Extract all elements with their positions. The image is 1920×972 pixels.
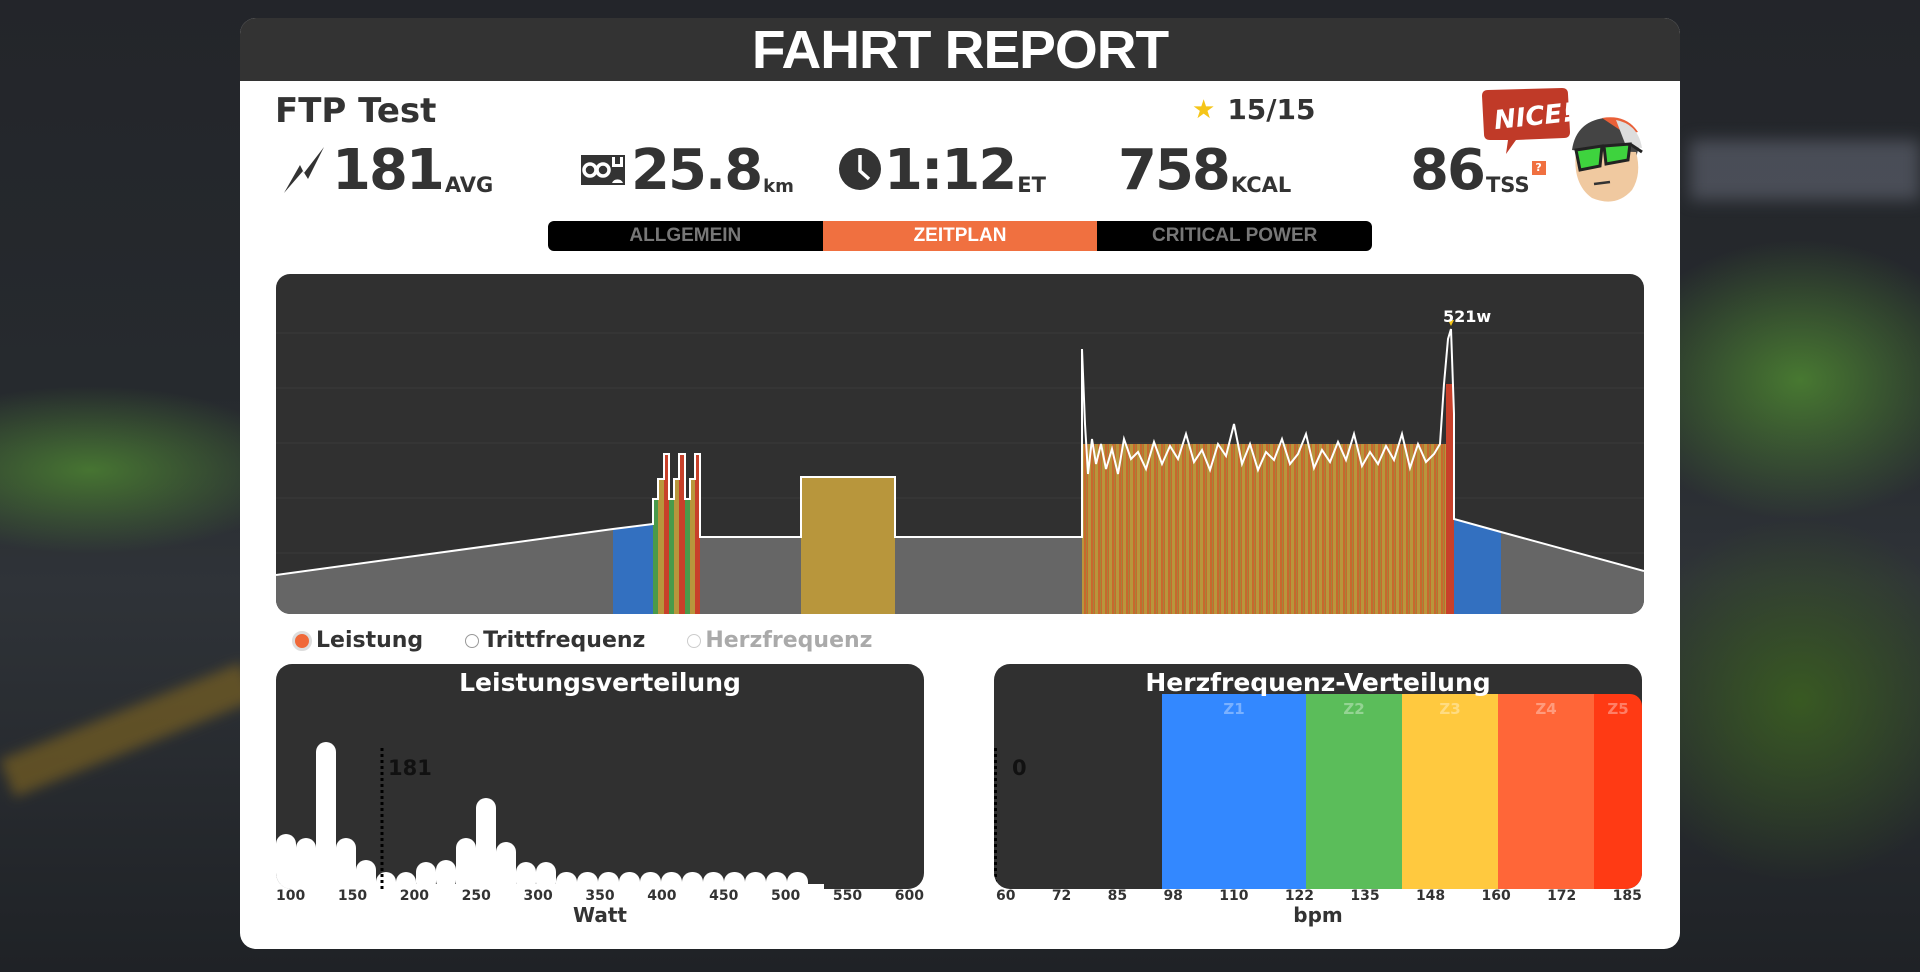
star-count: 15/15 [1227, 93, 1316, 126]
star-rating: ★ 15/15 [1192, 93, 1315, 126]
tick: 148 [1415, 888, 1446, 904]
tick: 135 [1350, 888, 1380, 904]
hr-zone-z2: Z2 [1306, 694, 1402, 889]
power-x-axis: 100 150 200 250 300 350 400 450 500 550 … [276, 888, 924, 904]
power-distribution-title: Leistungsverteilung [459, 668, 741, 697]
tick: 98 [1163, 888, 1183, 904]
hr-avg-line [994, 748, 997, 889]
radio-leistung-label: Leistung [316, 628, 424, 653]
star-icon: ★ [1192, 94, 1216, 125]
report-tabs: ALLGEMEIN ZEITPLAN CRITICAL POWER [548, 221, 1372, 251]
elapsed-time-unit: ET [1017, 173, 1046, 197]
radio-herzfrequenz-label: Herzfrequenz [705, 628, 873, 653]
tick: 300 [523, 888, 553, 904]
odometer-icon [581, 153, 625, 191]
avg-power-value: 181 [332, 138, 445, 203]
tab-zeitplan[interactable]: ZEITPLAN [822, 221, 1098, 251]
ride-report-panel: FAHRT REPORT FTP Test ★ 15/15 181 AVG 25… [240, 18, 1680, 949]
tick: 122 [1284, 888, 1315, 904]
tick: 250 [461, 888, 491, 904]
hr-distribution-chart: Herzfrequenz-Verteilung Z1 Z2 Z3 Z4 Z5 0 [994, 664, 1642, 889]
power-histogram [276, 742, 824, 889]
metric-selector: Leistung Trittfrequenz Herzfrequenz [292, 628, 872, 653]
tick: 500 [771, 888, 801, 904]
lightning-icon [282, 145, 326, 199]
calories-stat: 758 KCAL [1118, 143, 1291, 199]
radio-disabled-icon [687, 633, 702, 648]
tick: 450 [709, 888, 739, 904]
tick: 60 [996, 888, 1016, 904]
report-header: FAHRT REPORT [240, 18, 1680, 81]
hr-zone-z4: Z4 [1498, 694, 1594, 889]
tick: 350 [585, 888, 615, 904]
tick: 160 [1481, 888, 1511, 904]
background-road-line [0, 662, 257, 798]
radio-trittfrequenz-label: Trittfrequenz [483, 628, 646, 653]
hr-zone-z3: Z3 [1402, 694, 1498, 889]
tick: 150 [337, 888, 368, 904]
elapsed-time-stat: 1:12 ET [838, 143, 1046, 199]
tick: 400 [647, 888, 677, 904]
tick: 85 [1107, 888, 1128, 904]
hr-avg-label: 0 [1012, 756, 1027, 780]
tick: 100 [276, 888, 306, 904]
radio-selected-icon [292, 630, 312, 651]
power-timeline-graph [276, 320, 1644, 614]
radio-unselected-icon [465, 633, 480, 648]
hr-distribution-title: Herzfrequenz-Verteilung [1145, 668, 1491, 697]
power-distribution-chart: Leistungsverteilung [276, 664, 924, 889]
tss-stat: 86 TSS ? [1410, 143, 1546, 199]
hr-zone-z1: Z1 [1162, 694, 1306, 889]
distance-stat: 25.8 km [581, 143, 794, 199]
calories-value: 758 [1118, 138, 1231, 203]
tick: 185 [1612, 888, 1642, 904]
hr-zone-z5: Z5 [1594, 694, 1642, 889]
tab-allgemein[interactable]: ALLGEMEIN [629, 225, 742, 246]
avg-power-stat: 181 AVG [282, 143, 493, 199]
tick: 172 [1547, 888, 1577, 904]
hr-zone-bands: Z1 Z2 Z3 Z4 Z5 [1162, 694, 1642, 889]
tab-critical-power[interactable]: CRITICAL POWER [1151, 225, 1318, 246]
tss-value: 86 [1410, 138, 1486, 203]
tick: 110 [1219, 888, 1249, 904]
tick: 600 [894, 888, 924, 904]
mascot-avatar: NICE! [1476, 88, 1646, 208]
avg-power-unit: AVG [444, 173, 494, 197]
radio-trittfrequenz[interactable]: Trittfrequenz [465, 628, 645, 653]
clock-icon [838, 147, 882, 195]
tick: 200 [399, 888, 429, 904]
max-power-label: 521w [1443, 307, 1492, 326]
report-title: FAHRT REPORT [751, 19, 1169, 80]
radio-leistung[interactable]: Leistung [292, 628, 423, 653]
power-avg-label: 181 [388, 756, 432, 780]
workout-name: FTP Test [275, 91, 437, 131]
distance-unit: km [763, 176, 794, 197]
tick: 550 [832, 888, 863, 904]
hr-x-axis: 60 72 85 98 110 122 135 148 160 172 185 [996, 888, 1642, 904]
elapsed-time-value: 1:12 [884, 138, 1017, 203]
power-timeline-chart[interactable]: 521w [276, 274, 1644, 614]
hr-x-axis-label: bpm [1293, 903, 1343, 927]
tss-help-button[interactable]: ? [1531, 161, 1546, 175]
power-x-axis-label: Watt [573, 903, 627, 927]
calories-unit: KCAL [1230, 173, 1292, 197]
tick: 72 [1051, 888, 1072, 904]
tss-unit: TSS [1485, 173, 1530, 197]
radio-herzfrequenz: Herzfrequenz [687, 628, 872, 653]
distance-value: 25.8 [631, 138, 763, 203]
background-wall [1690, 140, 1920, 200]
